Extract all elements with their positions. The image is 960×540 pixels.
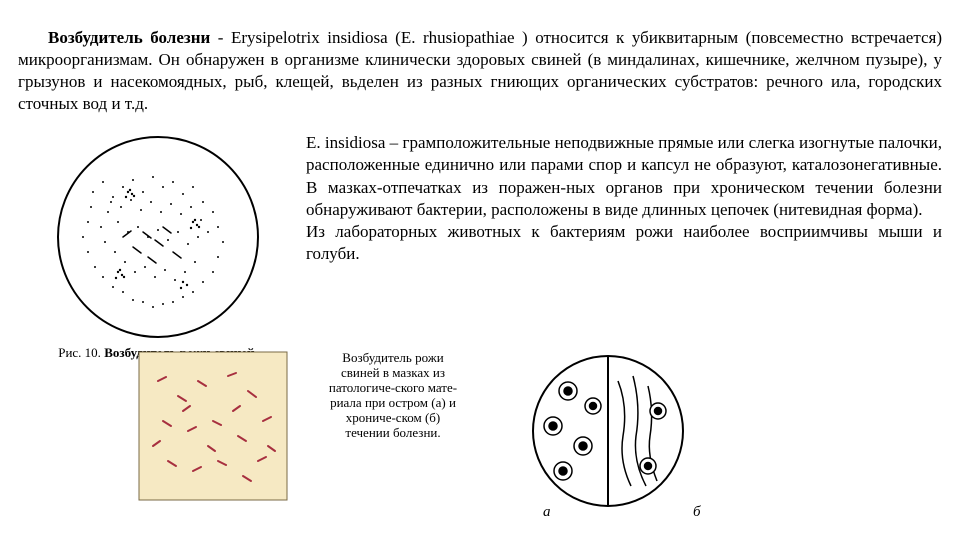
- figure-1-microscopy: [33, 132, 283, 342]
- figure-1-block: Рис. 10. Возбудитель рожи свиней.: [18, 132, 298, 361]
- figure-3-microscopy: а б: [498, 351, 728, 521]
- intro-bold-lead: Возбудитель болезни: [48, 28, 210, 47]
- body-p1: E. insidiosa – грамположительные неподви…: [306, 132, 942, 220]
- body-p2: Из лабораторных животных к бактериям рож…: [306, 221, 942, 265]
- mid-row: Рис. 10. Возбудитель рожи свиней. E. ins…: [18, 132, 942, 361]
- figure-2-smear: [138, 351, 288, 501]
- figure-3-label-a: а: [543, 504, 551, 520]
- figure-3-block: а б: [498, 351, 728, 521]
- body-right-text: E. insidiosa – грамположительные неподви…: [298, 132, 942, 265]
- bottom-row: Возбудитель рожи свиней в мазках из пато…: [18, 351, 942, 521]
- figure-3-caption: Возбудитель рожи свиней в мазках из пато…: [328, 351, 458, 441]
- intro-paragraph: Возбудитель болезни - Erysipelotrix insi…: [18, 27, 942, 115]
- figure-1-caption-prefix: Рис. 10.: [58, 345, 104, 360]
- figure-3-label-b: б: [693, 504, 701, 520]
